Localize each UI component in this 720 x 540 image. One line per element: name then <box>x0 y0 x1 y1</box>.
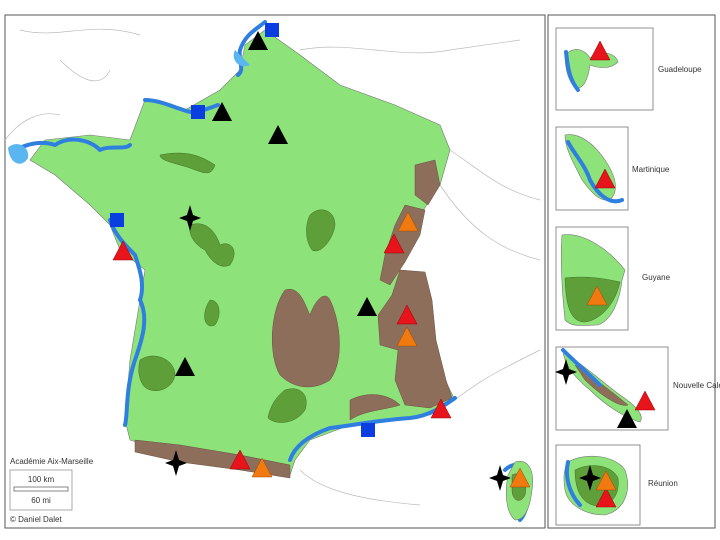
mountains <box>134 159 453 479</box>
scale-mi: 60 mi <box>31 496 51 505</box>
marker <box>110 213 124 227</box>
coast <box>561 348 602 387</box>
lake <box>233 50 250 67</box>
coast <box>564 460 582 507</box>
marker <box>265 23 279 37</box>
inset-label: Guyane <box>642 273 671 282</box>
inset-label: Réunion <box>648 479 678 488</box>
inset-panel <box>547 14 716 529</box>
inset-martinique: Martinique <box>555 126 670 211</box>
main-frame <box>4 14 546 529</box>
neighbour-borders <box>4 28 541 506</box>
inset-nouvelle-caledonie: Nouvelle Calédonie <box>555 346 720 431</box>
inset-label: Martinique <box>632 165 670 174</box>
marker <box>191 105 205 119</box>
scale-box <box>9 469 73 511</box>
credit: © Daniel Dalet <box>10 515 62 524</box>
legend: Académie Aix-Marseille 100 km 60 mi © Da… <box>9 457 94 524</box>
inset-label: Nouvelle Calédonie <box>673 381 720 390</box>
inset-guyane: Guyane <box>555 226 671 331</box>
bay <box>8 144 29 164</box>
legend-title: Académie Aix-Marseille <box>10 457 94 466</box>
coast <box>564 50 580 92</box>
marker <box>361 423 375 437</box>
inset-label: Guadeloupe <box>658 65 702 74</box>
coast <box>566 140 624 204</box>
scale-bar <box>13 486 69 492</box>
scale-km: 100 km <box>28 475 55 484</box>
forests <box>138 152 336 423</box>
